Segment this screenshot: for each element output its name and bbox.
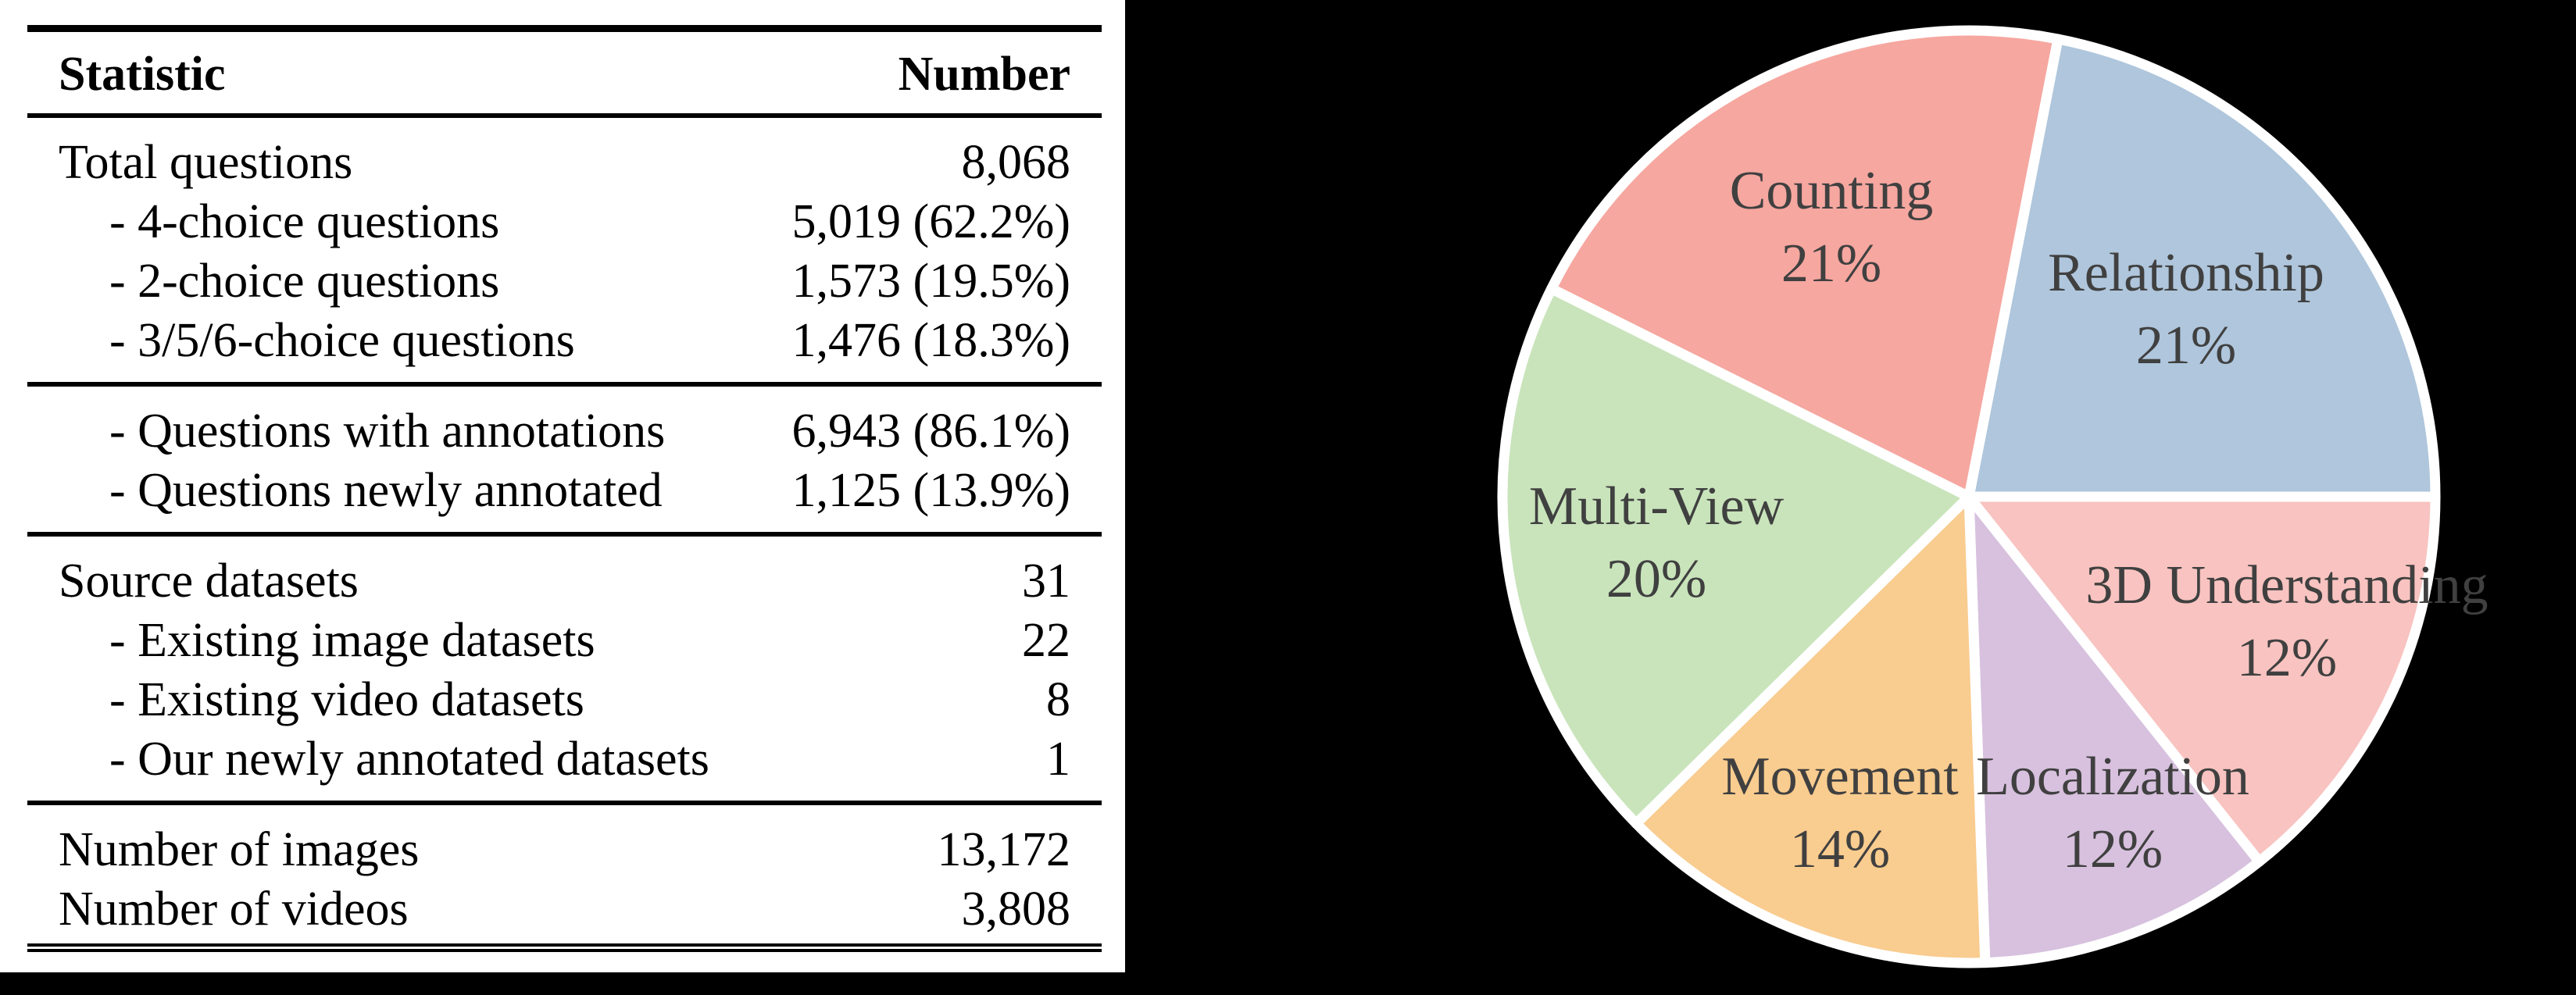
row-value: 8 (1046, 673, 1070, 726)
pie-slice-relationship (1963, 34, 2441, 502)
table-row: - Questions newly annotated 1,125 (13.9%) (0, 465, 1125, 516)
row-value: 31 (1022, 555, 1070, 608)
row-value: 1,476 (18.3%) (791, 314, 1070, 367)
table-row: - Our newly annotated datasets 1 (0, 733, 1125, 785)
row-value: 5,019 (62.2%) (791, 195, 1070, 248)
table-row: - 2-choice questions 1,573 (19.5%) (0, 255, 1125, 307)
pie-slice-multi-view (1497, 284, 1974, 829)
pie-slice-localization (1963, 491, 2265, 968)
row-label: - Questions newly annotated (109, 464, 663, 517)
pie-slice-3d-understanding (1963, 491, 2441, 867)
row-label: - 2-choice questions (109, 255, 500, 308)
table-row: - 4-choice questions 5,019 (62.2%) (0, 196, 1125, 248)
row-value: 3,808 (961, 883, 1071, 936)
table-row: - Existing video datasets 8 (0, 674, 1125, 726)
row-value: 1,573 (19.5%) (791, 255, 1070, 308)
row-label: Number of videos (59, 883, 409, 936)
table-row: Number of videos 3,808 (0, 883, 1125, 935)
row-label: - Our newly annotated datasets (109, 733, 709, 786)
column-header-statistic: Statistic (59, 48, 226, 101)
row-label: - Existing video datasets (109, 673, 584, 726)
table-bottom-rule (27, 943, 1102, 952)
row-label: Total questions (59, 136, 353, 189)
row-label: - Existing image datasets (109, 614, 595, 667)
row-value: 22 (1022, 614, 1070, 667)
table-group-rule (27, 801, 1102, 805)
row-label: - 3/5/6-choice questions (109, 314, 575, 367)
table-header-rule (27, 113, 1102, 118)
table-row: - 3/5/6-choice questions 1,476 (18.3%) (0, 315, 1125, 366)
pie-slice-counting (1546, 25, 2063, 502)
row-label: - 4-choice questions (109, 195, 500, 248)
table-row: Number of images 13,172 (0, 824, 1125, 876)
row-value: 13,172 (937, 823, 1071, 876)
table-row: - Questions with annotations 6,943 (86.1%… (0, 405, 1125, 457)
pie-slice-movement (1631, 491, 1991, 968)
column-header-number: Number (898, 48, 1070, 101)
table-row: Source datasets 31 (0, 555, 1125, 607)
table-top-rule (27, 25, 1102, 32)
row-label: Source datasets (59, 555, 359, 608)
table-group-rule (27, 532, 1102, 537)
table-row: Total questions 8,068 (0, 137, 1125, 188)
row-value: 6,943 (86.1%) (791, 405, 1070, 458)
row-label: - Questions with annotations (109, 405, 666, 458)
row-value: 1,125 (13.9%) (791, 464, 1070, 517)
row-label: Number of images (59, 823, 420, 876)
statistics-table-panel: Statistic Number Total questions 8,068 - 4… (0, 0, 1125, 972)
row-value: 1 (1046, 733, 1070, 786)
table-row: - Existing image datasets 22 (0, 615, 1125, 666)
table-group-rule (27, 382, 1102, 387)
table-header-row: Statistic Number (0, 48, 1125, 100)
row-value: 8,068 (961, 136, 1071, 189)
